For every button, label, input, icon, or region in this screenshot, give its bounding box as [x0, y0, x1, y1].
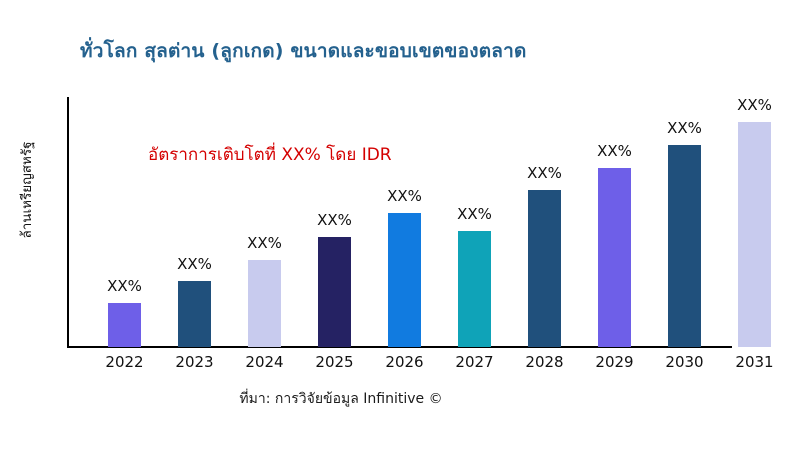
- y-axis-label: ล้านเหรียญสหรัฐ: [19, 141, 35, 239]
- bar-2026: [388, 213, 421, 347]
- bar-value-label-2028: XX%: [527, 164, 562, 182]
- x-tick-2027: 2027: [455, 353, 494, 371]
- growth-rate-annotation: อัตราการเติบโตที่ XX% โดย IDR: [148, 145, 392, 165]
- bar-value-label-2025: XX%: [317, 211, 352, 229]
- bar-2025: [318, 237, 351, 347]
- x-tick-2024: 2024: [245, 353, 284, 371]
- x-tick-2026: 2026: [385, 353, 424, 371]
- bar-value-label-2026: XX%: [387, 187, 422, 205]
- bar-2030: [668, 145, 701, 347]
- bar-value-label-2022: XX%: [107, 277, 142, 295]
- bar-2028: [528, 190, 561, 347]
- bar-2029: [598, 168, 631, 347]
- source-attribution: ที่มา: การวิจัยข้อมูล Infinitive ©: [239, 391, 443, 407]
- bar-value-label-2030: XX%: [667, 119, 702, 137]
- bars-area: XX% XX% XX% XX% XX% XX% XX% XX% XX% XX%: [68, 96, 790, 347]
- y-axis-line: [67, 97, 69, 348]
- x-axis-tick-labels: 2022 2023 2024 2025 2026 2027 2028 2029 2030 2031: [68, 353, 790, 375]
- x-tick-2023: 2023: [175, 353, 214, 371]
- x-tick-2030: 2030: [665, 353, 704, 371]
- bar-2023: [178, 281, 211, 347]
- x-tick-2028: 2028: [525, 353, 564, 371]
- x-axis-line: [67, 346, 732, 348]
- bar-2022: [108, 303, 141, 347]
- x-tick-2025: 2025: [315, 353, 354, 371]
- bar-2024: [248, 260, 281, 347]
- bar-2027: [458, 231, 491, 347]
- x-tick-2031: 2031: [735, 353, 774, 371]
- bar-value-label-2024: XX%: [247, 234, 282, 252]
- x-tick-2022: 2022: [105, 353, 144, 371]
- bar-2031: [738, 122, 771, 347]
- x-tick-2029: 2029: [595, 353, 634, 371]
- chart-title: ทั่วโลก สุลต่าน (ลูกเกด) ขนาดและขอบเขตขอ…: [80, 40, 527, 62]
- bar-value-label-2027: XX%: [457, 205, 492, 223]
- bar-value-label-2023: XX%: [177, 255, 212, 273]
- bar-value-label-2031: XX%: [737, 96, 772, 114]
- bar-value-label-2029: XX%: [597, 142, 632, 160]
